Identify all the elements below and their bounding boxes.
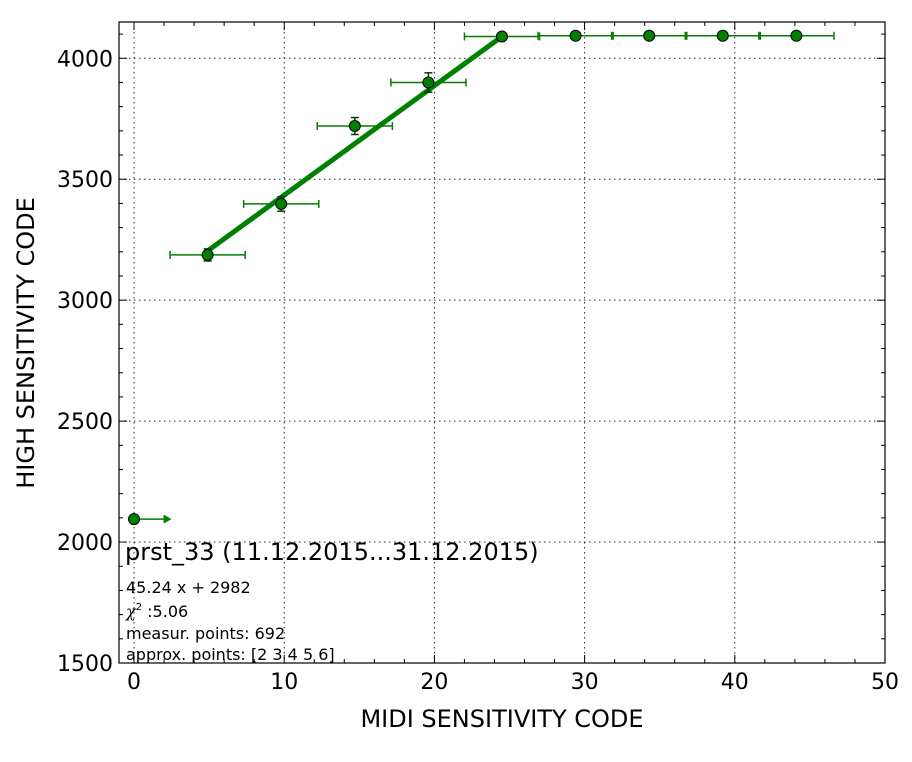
data-point [716,29,729,42]
x-tick-label: 40 [721,670,749,695]
ticks: 0 10 20 30 40 50 1500 2000 2500 3000 3500 4000 [57,22,899,695]
data-point [496,30,508,43]
data-point [790,29,803,42]
annotation-approx-points: approx. points: [2 3 4 5 6] [126,645,335,664]
data-point [201,248,214,261]
data-point [569,29,582,42]
y-tick-label: 1500 [57,652,113,677]
limit-data-point [128,513,141,526]
x-tick-label: 50 [871,670,899,695]
grid [119,22,885,663]
plot-area [119,22,885,663]
y-tick-label: 2000 [57,531,113,556]
data-point [643,29,656,42]
x-tick-label: 0 [127,670,141,695]
chi-superscript: 2 [136,602,142,613]
y-tick-label: 3000 [57,289,113,314]
data-point [422,76,435,89]
series [128,29,835,526]
fit-line [206,34,504,253]
x-tick-label: 30 [571,670,599,695]
annotation-chi2: χ2 :5.06 [125,602,188,621]
plot-frame [118,21,886,664]
annotation-equation: 45.24 x + 2982 [126,578,251,597]
x-axis-label: MIDI SENSITIVITY CODE [360,705,643,733]
limit-arrow-head [163,514,172,524]
y-tick-label: 2500 [57,410,113,435]
x-tick-label: 10 [270,670,298,695]
data-point [348,120,361,133]
annotation-measur-points: measur. points: 692 [126,624,285,643]
y-tick-label: 4000 [57,47,113,72]
y-tick-label: 3500 [57,168,113,193]
chi-symbol: χ [125,602,137,621]
y-axis-label: HIGH SENSITIVITY CODE [12,197,40,489]
chi-value: :5.06 [142,602,188,621]
x-tick-label: 20 [420,670,448,695]
annotation-title: prst_33 (11.12.2015...31.12.2015) [125,538,539,566]
data-point [275,197,288,210]
